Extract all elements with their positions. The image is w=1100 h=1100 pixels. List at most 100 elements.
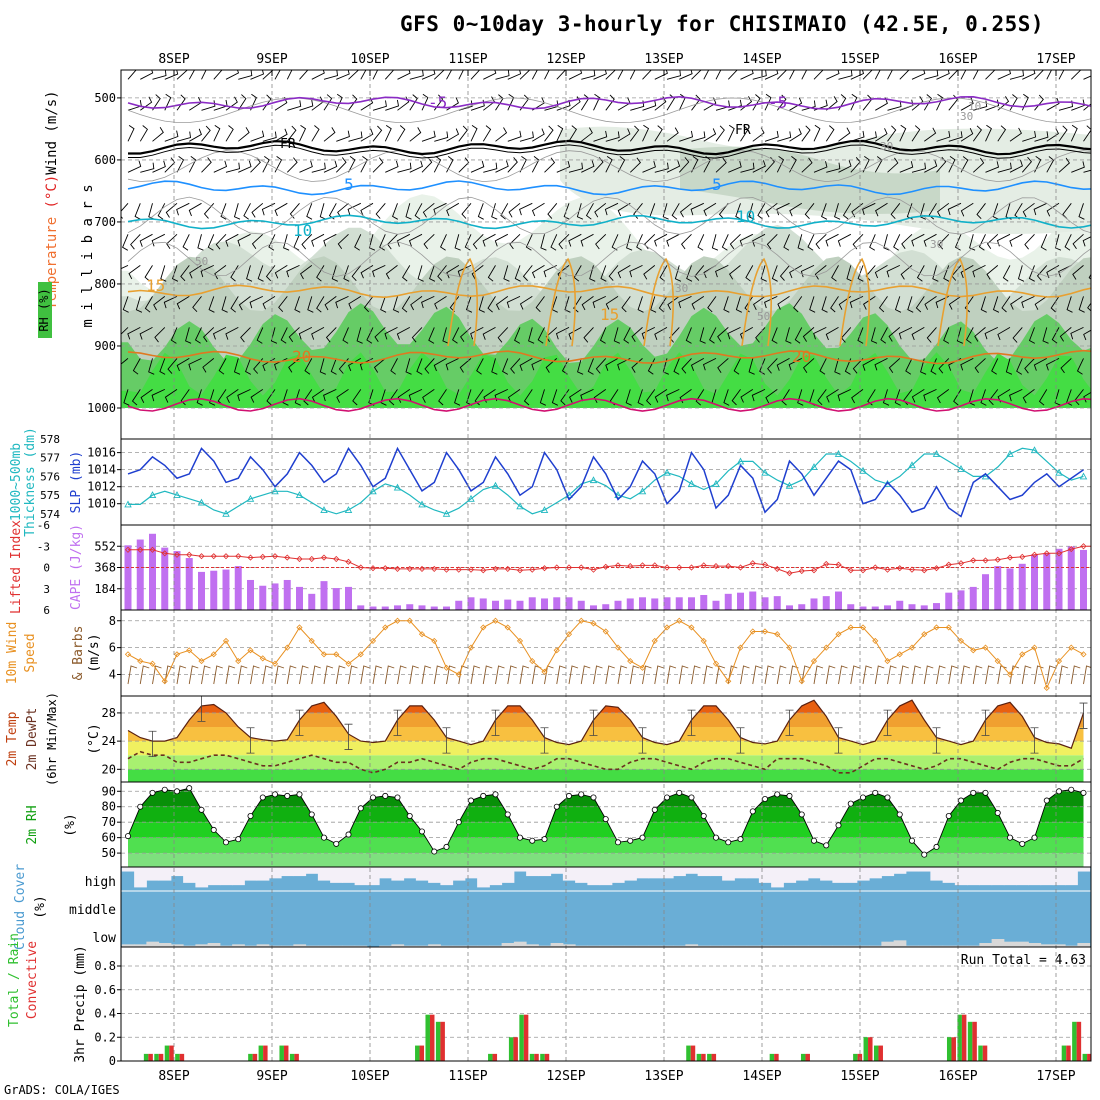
wind-barb — [360, 202, 374, 217]
wind-barb — [654, 125, 663, 142]
wind-barb — [880, 327, 888, 344]
cape-bar — [969, 586, 977, 610]
wind-barb — [802, 327, 815, 342]
thickness-point — [271, 487, 279, 495]
wind-barb — [519, 296, 533, 310]
contour-label: 30 — [960, 110, 973, 123]
li-point — [712, 563, 720, 570]
cloud-low-bar — [783, 945, 797, 947]
wind-barb — [422, 202, 435, 218]
wind-barb — [283, 234, 290, 251]
wind-barb — [140, 389, 153, 404]
wind-barb — [306, 203, 313, 220]
precip-rain-bar — [419, 1045, 425, 1061]
wind-barb — [220, 203, 227, 220]
wind-barb — [319, 358, 326, 375]
wind-barb — [1058, 70, 1065, 80]
chart-title: GFS 0~10day 3-hourly for CHISIMAIO (42.5… — [400, 12, 1045, 36]
wind-barb — [715, 125, 725, 142]
upper-ylabel-part: (m/s) — [44, 90, 60, 132]
cloud-low-bar — [685, 944, 699, 947]
wind-barb — [188, 70, 195, 80]
cloud-low-bar — [330, 945, 343, 947]
wind10m-barb — [617, 665, 628, 685]
rh-contour — [127, 196, 1091, 235]
precip-total-bar — [853, 1053, 858, 1061]
wind-barb — [1046, 202, 1060, 217]
cape-bar — [234, 566, 242, 610]
wind-barb — [690, 202, 704, 216]
li-point — [786, 570, 793, 577]
cape-bar — [651, 598, 659, 610]
contour-label: 20 — [292, 347, 311, 366]
temp-label-2: 2m DewPt — [25, 708, 40, 771]
li-point — [516, 567, 524, 574]
wind-barb — [421, 295, 435, 309]
wind-barb — [748, 203, 755, 220]
contour-label: -5 — [768, 93, 787, 112]
rh-point — [884, 794, 891, 801]
cloud-low-bar — [1077, 943, 1091, 947]
wind-barb — [691, 94, 701, 111]
li-ytick-label: 6 — [43, 604, 50, 617]
cloud-high-bar — [758, 867, 772, 883]
wind10m-point — [884, 657, 891, 665]
wind-barb — [230, 265, 239, 282]
wind-barb — [568, 125, 577, 142]
wind-barb — [458, 70, 464, 80]
wind-barb — [948, 131, 963, 142]
wind-barb — [396, 327, 411, 340]
wind-barb — [396, 233, 411, 247]
wind-barb — [176, 358, 190, 372]
wind-barb — [201, 125, 211, 142]
cloud-low-bar — [697, 945, 711, 947]
wind-barb — [1021, 295, 1035, 309]
wind-barb — [127, 70, 137, 80]
cloud-low-bar — [820, 945, 833, 947]
wind-barb — [626, 234, 633, 251]
cape-bar — [479, 598, 487, 610]
wind-barb — [209, 389, 216, 406]
cape-bar — [1092, 556, 1099, 610]
wind-barb — [262, 358, 276, 372]
wind-barb — [637, 389, 644, 406]
temp-contour-20 — [127, 349, 1091, 365]
wind-barb — [330, 358, 337, 375]
wind-barb — [985, 161, 1000, 173]
wind10m-point — [1055, 657, 1063, 665]
wind-barb — [189, 128, 202, 142]
cloud-low-bar — [170, 944, 184, 947]
cloud-low-bar — [575, 945, 588, 947]
wind-barb — [643, 265, 656, 280]
date-label-bottom: 8SEP — [158, 1069, 189, 1084]
cloud-low-bar — [942, 945, 956, 947]
wind-barb — [139, 327, 153, 340]
cloud-low-bar — [893, 940, 907, 947]
wind-barb — [815, 233, 827, 250]
wind-barb — [654, 327, 668, 340]
thickness-point — [516, 502, 524, 510]
wind-barb — [250, 389, 264, 403]
cape-bar — [712, 600, 720, 610]
li-point — [455, 566, 462, 573]
contour-label: 30 — [880, 140, 893, 153]
thickness-point — [148, 491, 157, 499]
rh-point — [1007, 834, 1014, 841]
precip-total-bar — [143, 1053, 149, 1061]
wind-barb — [849, 295, 864, 309]
cloud-high-bar — [820, 867, 833, 881]
cloud-high-bar — [954, 867, 968, 886]
thickness-point — [663, 468, 671, 476]
wind-barb — [414, 203, 423, 220]
wind-barb — [593, 70, 607, 80]
li-point — [357, 564, 364, 571]
li-point — [994, 556, 1001, 563]
wind-barb — [781, 389, 790, 406]
wind-barb — [907, 296, 914, 313]
wind-barb — [633, 203, 643, 219]
cloud-high-bar — [844, 867, 858, 883]
wind-barb — [776, 156, 785, 173]
cape-bar — [345, 586, 352, 610]
wind-barb — [495, 160, 509, 173]
